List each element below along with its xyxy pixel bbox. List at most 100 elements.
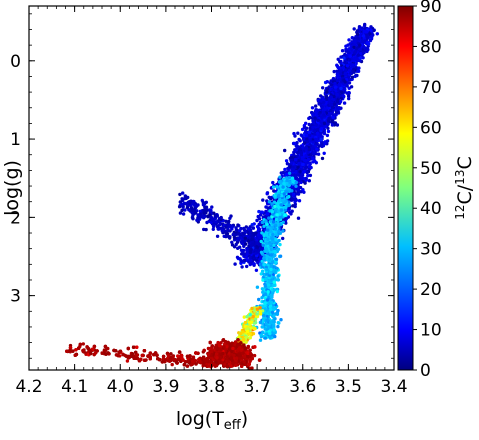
- data-point-upper-rgb: [235, 255, 240, 259]
- data-point-upper-rgb: [347, 81, 352, 85]
- data-point-lower-rgb: [269, 247, 273, 251]
- data-point-upper-rgb: [355, 32, 360, 36]
- data-point-lower-rgb: [283, 213, 287, 217]
- data-point-upper-rgb: [326, 126, 330, 130]
- data-point-subgiant-transition: [243, 320, 248, 325]
- data-point-lower-rgb: [265, 272, 269, 276]
- data-point-upper-rgb: [265, 199, 269, 203]
- data-point-upper-rgb: [335, 123, 340, 127]
- data-point-upper-rgb: [305, 140, 309, 144]
- data-point-clump: [227, 219, 231, 224]
- data-point-clump: [193, 203, 197, 208]
- data-point-upper-rgb: [325, 139, 330, 143]
- data-point-upper-rgb: [242, 252, 246, 257]
- data-point-lower-rgb: [277, 193, 281, 198]
- data-point-clump: [243, 236, 248, 240]
- data-point-upper-rgb: [357, 66, 361, 70]
- data-point-upper-rgb: [356, 53, 361, 57]
- data-point-upper-rgb: [364, 30, 369, 34]
- data-point-clump: [259, 247, 263, 251]
- data-point-upper-rgb: [248, 256, 252, 260]
- data-point-clump: [236, 237, 240, 242]
- data-point-upper-rgb: [292, 141, 296, 146]
- data-point-upper-rgb: [300, 173, 304, 177]
- data-point-upper-rgb: [322, 113, 326, 117]
- data-point-upper-rgb: [318, 110, 322, 115]
- data-point-upper-rgb: [316, 152, 321, 156]
- data-point-upper-rgb: [256, 214, 260, 219]
- data-point-upper-rgb: [292, 131, 296, 136]
- data-point-upper-rgb: [283, 167, 287, 172]
- data-point-upper-rgb: [326, 129, 331, 134]
- data-point-lower-rgb: [269, 301, 274, 305]
- data-point-upper-rgb: [319, 94, 323, 98]
- data-point-lower-rgb: [272, 200, 277, 204]
- data-point-upper-rgb: [239, 248, 244, 252]
- data-point-clump: [191, 217, 195, 221]
- data-point-upper-rgb: [331, 115, 335, 120]
- data-point-upper-rgb: [336, 87, 341, 92]
- data-point-upper-rgb: [314, 123, 318, 127]
- data-point-upper-rgb: [329, 79, 333, 83]
- data-point-upper-rgb: [269, 197, 273, 201]
- data-point-upper-rgb: [311, 125, 315, 130]
- data-point-lower-rgb: [278, 223, 283, 227]
- data-point-lower-rgb: [266, 290, 270, 294]
- data-point-upper-rgb: [368, 38, 373, 43]
- data-point-upper-rgb: [313, 137, 318, 142]
- data-point-clump: [242, 232, 246, 236]
- data-point-upper-rgb: [312, 151, 316, 155]
- data-point-clump: [178, 211, 183, 215]
- data-point-upper-rgb: [302, 169, 306, 174]
- data-point-upper-rgb: [313, 159, 317, 163]
- data-point-upper-rgb: [306, 157, 311, 162]
- data-point-lower-rgb: [285, 181, 289, 186]
- data-point-upper-rgb: [265, 212, 269, 216]
- data-point-upper-rgb: [303, 181, 307, 185]
- data-point-upper-rgb: [369, 34, 374, 39]
- data-point-lower-rgb: [266, 225, 270, 229]
- data-point-upper-rgb: [297, 199, 302, 203]
- data-point-upper-rgb: [354, 73, 358, 78]
- data-point-lower-rgb: [271, 291, 275, 295]
- data-point-upper-rgb: [358, 47, 363, 52]
- data-point-lower-rgb: [276, 278, 280, 282]
- data-point-upper-rgb: [362, 29, 366, 34]
- data-point-upper-rgb: [279, 171, 283, 175]
- data-points: [65, 22, 379, 370]
- data-point-lower-rgb: [285, 179, 289, 183]
- data-point-clump: [248, 250, 253, 254]
- data-point-clump: [236, 223, 240, 227]
- data-point-lower-rgb: [265, 298, 270, 302]
- data-point-upper-rgb: [322, 121, 327, 126]
- data-point-upper-rgb: [301, 188, 305, 192]
- data-point-upper-rgb: [350, 36, 354, 40]
- data-point-upper-rgb: [258, 213, 263, 217]
- data-point-lower-rgb: [265, 255, 269, 259]
- data-point-upper-rgb: [342, 101, 347, 105]
- data-point-upper-rgb: [240, 265, 244, 269]
- data-point-upper-rgb: [331, 88, 335, 93]
- data-point-upper-rgb: [248, 261, 253, 266]
- data-point-clump: [212, 211, 216, 215]
- data-point-upper-rgb: [326, 122, 330, 126]
- data-point-upper-rgb: [291, 204, 295, 208]
- data-point-lower-rgb: [267, 280, 271, 284]
- data-point-upper-rgb: [335, 78, 340, 83]
- data-point-lower-rgb: [274, 241, 279, 246]
- data-point-lower-rgb: [274, 257, 279, 261]
- data-point-lower-rgb: [271, 260, 275, 264]
- data-point-upper-rgb: [339, 86, 343, 91]
- data-point-upper-rgb: [252, 254, 256, 258]
- data-point-upper-rgb: [338, 59, 342, 64]
- data-point-clump: [220, 228, 224, 233]
- data-point-subgiant-transition: [245, 315, 249, 319]
- data-point-upper-rgb: [306, 173, 310, 178]
- data-point-upper-rgb: [345, 64, 349, 68]
- data-point-upper-rgb: [347, 51, 351, 55]
- data-point-upper-rgb: [346, 43, 350, 47]
- data-point-upper-rgb: [297, 159, 301, 163]
- data-point-clump: [219, 215, 223, 220]
- data-point-lower-rgb: [284, 199, 288, 203]
